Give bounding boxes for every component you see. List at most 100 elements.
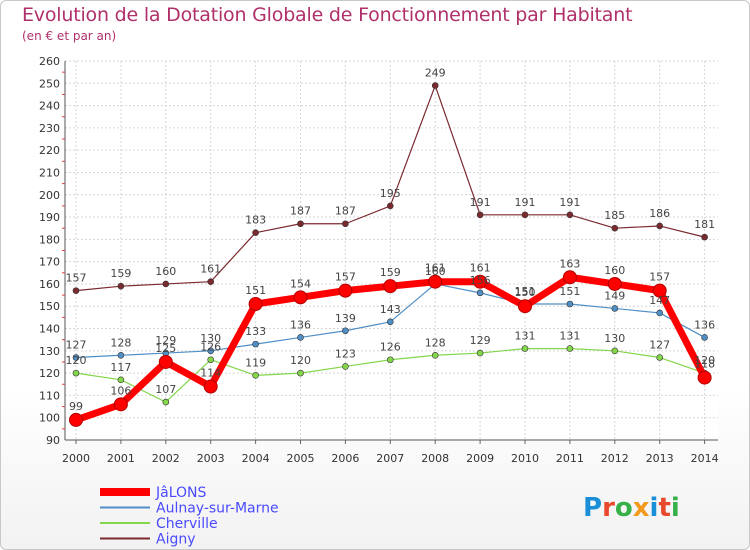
y-tick-label: 190	[39, 211, 60, 224]
data-point	[207, 347, 214, 355]
data-label: 127	[649, 339, 670, 352]
data-point	[297, 220, 304, 228]
data-label: 133	[245, 325, 266, 338]
data-point	[521, 345, 529, 352]
logo-letter: P	[583, 493, 602, 523]
y-tick-label: 240	[39, 100, 60, 113]
data-point	[476, 289, 484, 297]
data-label: 117	[110, 361, 131, 374]
legend-label: Aulnay-sur-Marne	[156, 501, 279, 517]
data-point	[611, 347, 619, 355]
data-point	[72, 287, 80, 294]
data-label: 249	[425, 67, 446, 80]
legend-label: Cherville	[156, 516, 218, 532]
data-label: 154	[290, 277, 311, 290]
data-label: 191	[470, 196, 491, 209]
data-label: 151	[245, 284, 266, 297]
data-label: 114	[200, 366, 221, 379]
data-point	[252, 340, 259, 348]
y-tick-label: 210	[39, 166, 60, 179]
data-point	[113, 397, 128, 412]
data-label: 118	[694, 358, 715, 371]
data-point	[162, 398, 170, 406]
data-label: 127	[66, 339, 87, 352]
data-point	[69, 412, 83, 427]
data-point	[252, 372, 259, 379]
data-point	[297, 369, 304, 377]
data-label: 126	[200, 341, 221, 354]
data-label: 160	[604, 264, 625, 277]
data-label: 147	[649, 294, 670, 307]
data-label: 143	[380, 303, 401, 316]
data-label: 106	[110, 384, 131, 397]
logo-letter: i	[671, 493, 680, 523]
y-tick-label: 220	[39, 144, 60, 157]
y-tick-label: 160	[39, 278, 60, 291]
data-label: 123	[335, 347, 356, 360]
chart-subtitle: (en € et par an)	[22, 29, 117, 43]
data-point	[476, 211, 484, 219]
x-tick-label: 2007	[376, 452, 404, 465]
data-label: 149	[604, 289, 625, 302]
y-tick-label: 100	[39, 412, 60, 425]
data-point	[207, 356, 214, 364]
data-label: 126	[380, 341, 401, 354]
y-tick-label: 230	[39, 122, 60, 135]
data-label: 191	[515, 196, 536, 209]
data-point	[117, 376, 125, 384]
logo-letter: r	[602, 493, 615, 523]
data-point	[428, 274, 443, 289]
data-point	[162, 280, 170, 288]
x-tick-label: 2011	[556, 452, 584, 465]
data-label: 150	[515, 286, 536, 299]
data-point	[158, 354, 173, 369]
data-label: 157	[649, 271, 670, 284]
data-label: 128	[425, 336, 446, 349]
data-label: 131	[515, 330, 536, 343]
data-label: 157	[66, 272, 87, 285]
x-tick-label: 2010	[511, 452, 539, 465]
data-label: 183	[245, 214, 266, 227]
data-point	[566, 211, 574, 219]
data-label: 181	[694, 218, 715, 231]
data-point	[342, 220, 349, 228]
data-point	[518, 299, 532, 314]
data-point	[431, 351, 439, 359]
data-label: 163	[559, 257, 580, 270]
data-label: 186	[649, 207, 670, 220]
data-point	[72, 369, 80, 377]
x-tick-label: 2001	[107, 452, 135, 465]
data-label: 107	[155, 383, 176, 396]
data-point	[383, 279, 398, 294]
data-point	[117, 351, 125, 359]
data-label: 120	[290, 354, 311, 367]
data-label: 151	[559, 285, 580, 298]
data-point	[293, 290, 308, 305]
data-point	[521, 211, 529, 219]
data-point	[566, 345, 574, 352]
plot-area	[65, 61, 718, 440]
y-tick-label: 120	[39, 367, 60, 380]
x-tick-label: 2008	[421, 452, 449, 465]
logo-letter: x	[633, 493, 650, 523]
data-point	[697, 370, 712, 385]
chart-title: Evolution de la Dotation Globale de Fonc…	[22, 4, 633, 26]
x-tick-label: 2004	[242, 452, 270, 465]
data-label: 159	[110, 267, 131, 280]
data-point	[431, 82, 439, 89]
y-tick-label: 110	[39, 389, 60, 402]
data-label: 136	[694, 318, 715, 331]
data-point	[607, 276, 622, 291]
data-point	[656, 309, 664, 317]
data-point	[297, 334, 304, 341]
data-label: 159	[380, 266, 401, 279]
data-point	[203, 379, 218, 394]
data-point	[611, 305, 619, 312]
data-point	[72, 354, 80, 361]
data-label: 129	[155, 334, 176, 347]
data-point	[656, 354, 664, 361]
data-point	[338, 283, 353, 298]
proxiti-logo: Proxiti	[583, 493, 680, 523]
x-tick-label: 2006	[331, 452, 359, 465]
